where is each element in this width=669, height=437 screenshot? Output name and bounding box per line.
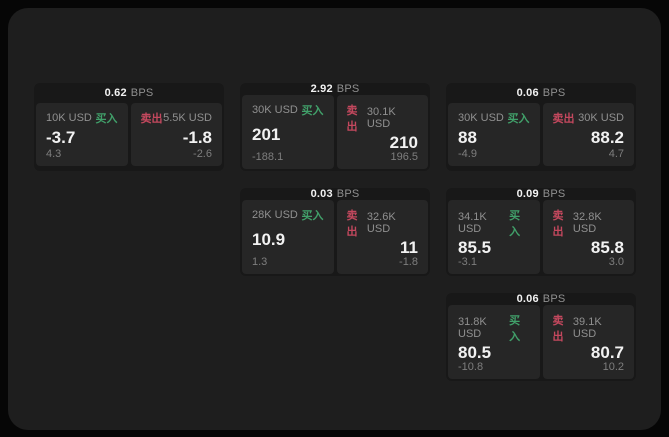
buy-price: 85.5	[458, 238, 492, 257]
buy-sub-value: -10.8	[458, 361, 484, 373]
sell-price: 210	[389, 133, 418, 152]
bps-value: 0.06	[516, 87, 539, 99]
sell-sub-value: 196.5	[390, 151, 418, 163]
buy-price: -3.7	[46, 127, 76, 147]
quote-card: 0.06 BPS 30K USD 买入 88 -4.9 卖出 30K USD	[446, 83, 636, 171]
quote-body: 34.1K USD 买入 85.5 -3.1 卖出 32.8K USD 85.8…	[448, 200, 634, 274]
buy-side-label: 买入	[301, 105, 324, 117]
sell-size: 30.1K USD	[366, 106, 396, 130]
sell-side-label: 卖出	[552, 113, 575, 125]
buy-size: 10K USD	[46, 112, 92, 124]
quote-body: 28K USD 买入 10.9 1.3 卖出 32.6K USD 11 -1.8	[242, 200, 428, 274]
sell-sub-value: -2.6	[193, 148, 212, 160]
bps-unit-label: BPS	[130, 87, 154, 99]
buy-sub-value: -3.1	[458, 256, 477, 268]
buy-sub-value: 1.3	[252, 256, 268, 268]
buy-size: 34.1K USD	[458, 211, 487, 235]
sell-tile[interactable]: 卖出 39.1K USD 80.7 10.2	[542, 305, 634, 379]
sell-side-label: 卖出	[346, 105, 358, 133]
buy-price: 80.5	[458, 343, 492, 362]
quote-card: 0.03 BPS 28K USD 买入 10.9 1.3 卖出 32.6K US…	[240, 188, 430, 276]
buy-tile[interactable]: 31.8K USD 买入 80.5 -10.8	[448, 305, 540, 379]
bps-unit-label: BPS	[336, 188, 360, 200]
sell-sub-value: 10.2	[602, 361, 624, 373]
bps-unit-label: BPS	[542, 188, 566, 200]
sell-side-label: 卖出	[140, 113, 163, 125]
bps-value: 2.92	[310, 83, 333, 95]
bps-header: 0.62 BPS	[36, 83, 222, 103]
sell-size: 32.8K USD	[572, 211, 602, 235]
sell-price: 11	[400, 238, 418, 257]
buy-side-label: 买入	[509, 315, 521, 343]
buy-size: 30K USD	[458, 112, 504, 124]
sell-side-label: 卖出	[552, 210, 564, 238]
sell-size: 39.1K USD	[572, 316, 602, 340]
buy-tile[interactable]: 28K USD 买入 10.9 1.3	[242, 200, 334, 274]
quote-card: 0.09 BPS 34.1K USD 买入 85.5 -3.1 卖出 32.8K…	[446, 188, 636, 276]
sell-side-label: 卖出	[552, 315, 564, 343]
sell-size: 30K USD	[578, 112, 624, 124]
buy-sub-value: -188.1	[252, 151, 284, 163]
bps-header: 0.09 BPS	[448, 188, 634, 200]
buy-side-label: 买入	[301, 210, 324, 222]
bps-value: 0.06	[516, 293, 539, 305]
bps-header: 0.06 BPS	[448, 293, 634, 305]
sell-sub-value: -1.8	[399, 256, 418, 268]
sell-tile[interactable]: 卖出 30K USD 88.2 4.7	[542, 103, 634, 166]
buy-side-label: 买入	[509, 210, 521, 238]
sell-sub-value: 3.0	[608, 256, 624, 268]
bps-header: 2.92 BPS	[242, 83, 428, 95]
bps-unit-label: BPS	[336, 83, 360, 95]
sell-size: 32.6K USD	[366, 211, 396, 235]
buy-sub-value: -4.9	[458, 148, 477, 160]
sell-price: 80.7	[590, 343, 624, 362]
main-panel: 0.62 BPS 10K USD 买入 -3.7 4.3 卖出 5.5K USD	[8, 8, 661, 430]
sell-price: 85.8	[590, 238, 624, 257]
sell-size: 5.5K USD	[163, 112, 212, 124]
quote-card: 0.06 BPS 31.8K USD 买入 80.5 -10.8 卖出 39.1…	[446, 293, 636, 381]
buy-size: 31.8K USD	[458, 316, 487, 340]
bps-header: 0.06 BPS	[448, 83, 634, 103]
bps-header: 0.03 BPS	[242, 188, 428, 200]
bps-unit-label: BPS	[542, 293, 566, 305]
buy-sub-value: 4.3	[46, 148, 62, 160]
sell-sub-value: 4.7	[608, 148, 624, 160]
buy-size: 28K USD	[252, 209, 298, 221]
bps-value: 0.03	[310, 188, 333, 200]
buy-tile[interactable]: 34.1K USD 买入 85.5 -3.1	[448, 200, 540, 274]
sell-tile[interactable]: 卖出 5.5K USD -1.8 -2.6	[130, 103, 222, 166]
bps-value: 0.62	[104, 87, 127, 99]
quote-card: 2.92 BPS 30K USD 买入 201 -188.1 卖出 30.1K …	[240, 83, 430, 171]
buy-tile[interactable]: 10K USD 买入 -3.7 4.3	[36, 103, 128, 166]
quote-card: 0.62 BPS 10K USD 买入 -3.7 4.3 卖出 5.5K USD	[34, 83, 224, 171]
buy-side-label: 买入	[507, 113, 530, 125]
buy-side-label: 买入	[95, 113, 118, 125]
buy-size: 30K USD	[252, 104, 298, 116]
buy-price: 201	[252, 125, 281, 144]
quote-body: 10K USD 买入 -3.7 4.3 卖出 5.5K USD -1.8 -2.…	[36, 103, 222, 166]
sell-side-label: 卖出	[346, 210, 358, 238]
sell-tile[interactable]: 卖出 32.6K USD 11 -1.8	[336, 200, 428, 274]
sell-price: 88.2	[590, 127, 624, 147]
buy-price: 10.9	[252, 230, 286, 249]
buy-price: 88	[458, 127, 477, 147]
quote-body: 30K USD 买入 201 -188.1 卖出 30.1K USD 210 1…	[242, 95, 428, 169]
sell-price: -1.8	[182, 127, 212, 147]
sell-tile[interactable]: 卖出 32.8K USD 85.8 3.0	[542, 200, 634, 274]
quote-grid: 0.62 BPS 10K USD 买入 -3.7 4.3 卖出 5.5K USD	[34, 83, 636, 381]
buy-tile[interactable]: 30K USD 买入 201 -188.1	[242, 95, 334, 169]
quote-body: 30K USD 买入 88 -4.9 卖出 30K USD 88.2 4.7	[448, 103, 634, 166]
bps-value: 0.09	[516, 188, 539, 200]
sell-tile[interactable]: 卖出 30.1K USD 210 196.5	[336, 95, 428, 169]
quote-body: 31.8K USD 买入 80.5 -10.8 卖出 39.1K USD 80.…	[448, 305, 634, 379]
bps-unit-label: BPS	[542, 87, 566, 99]
buy-tile[interactable]: 30K USD 买入 88 -4.9	[448, 103, 540, 166]
